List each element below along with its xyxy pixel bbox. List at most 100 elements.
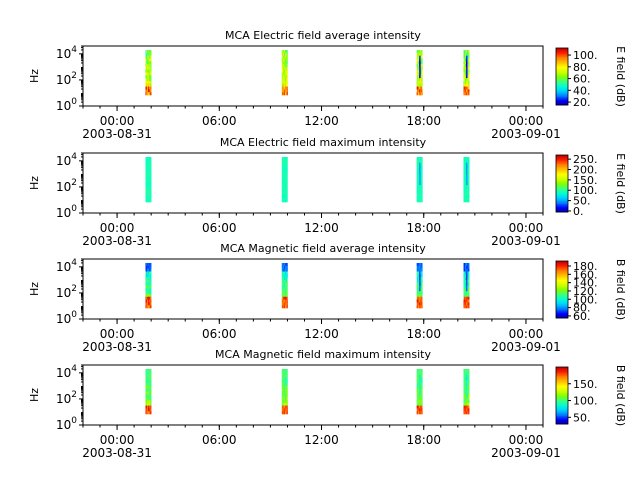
spectrogram-cell	[418, 397, 420, 401]
spectrogram-cell	[419, 369, 421, 373]
spectrogram-cell	[150, 377, 152, 381]
spectrogram-cell	[418, 171, 420, 175]
spectrogram-cell	[466, 271, 468, 275]
x-tick-label: 00:00	[100, 221, 135, 235]
spectrogram-cell	[418, 265, 420, 269]
colorbar-segment	[556, 394, 568, 396]
spectrogram-cell	[468, 408, 470, 412]
spectrogram-cell	[417, 291, 419, 295]
spectrogram-cell	[416, 408, 418, 412]
spectrogram-cell	[417, 263, 419, 267]
spectrogram-cell	[285, 50, 287, 54]
spectrogram-cell	[465, 61, 468, 65]
spectrogram-cell	[285, 173, 287, 177]
spectrogram-cell	[419, 274, 421, 278]
spectrogram-cell	[149, 50, 151, 54]
spectrogram-cell	[465, 296, 468, 300]
spectrogram-cell	[418, 80, 420, 85]
spectrogram-cell	[147, 299, 150, 303]
spectrogram-cell	[284, 66, 286, 70]
colorbar-segment	[556, 53, 568, 56]
data-interval-3	[416, 50, 423, 96]
spectrogram-cell	[284, 405, 286, 409]
spectrogram-cell	[417, 285, 419, 289]
spectrogram-cell	[150, 52, 152, 56]
data-interval-1	[145, 50, 152, 96]
spectrogram-cell	[421, 64, 423, 68]
x-tick-label: 00:00	[100, 114, 135, 128]
spectrogram-cell	[420, 277, 422, 281]
spectrogram-cell	[281, 173, 283, 177]
colorbar-segment	[556, 293, 568, 296]
spectrogram-cell	[421, 162, 423, 166]
spectrogram-cell	[465, 293, 468, 298]
spectrogram-cell	[465, 263, 468, 267]
spectrogram-cell	[419, 411, 421, 415]
spectrogram-cell	[416, 305, 418, 309]
spectrogram-cell	[467, 369, 469, 373]
colorbar-label: B field (dB)	[614, 259, 627, 320]
spectrogram-cell	[286, 173, 288, 177]
spectrogram-cell	[282, 58, 284, 62]
spectrogram-cell	[283, 159, 285, 163]
spectrogram-cell	[464, 86, 466, 90]
spectrogram-cell	[150, 182, 152, 186]
spectrogram-cell	[421, 402, 423, 406]
spectrogram-cell	[147, 86, 149, 90]
spectrogram-cell	[149, 263, 151, 267]
spectrogram-cell	[468, 380, 470, 384]
spectrogram-cell	[148, 50, 150, 54]
spectrogram-cell	[150, 162, 152, 166]
spectrogram-cell	[467, 377, 469, 381]
spectrogram-cell	[417, 89, 419, 93]
spectrogram-cell	[283, 302, 285, 306]
spectrogram-cell	[285, 380, 287, 384]
spectrogram-cell	[284, 64, 286, 68]
spectrogram-cell	[417, 265, 419, 269]
spectrogram-cell	[284, 408, 286, 412]
spectrogram-cell	[418, 405, 420, 409]
spectrogram-cell	[421, 92, 423, 96]
spectrogram-cell	[147, 168, 149, 172]
spectrogram-cell	[147, 61, 150, 65]
spectrogram-cell	[282, 185, 284, 189]
colorbar-segment	[556, 381, 568, 384]
spectrogram-cell	[463, 171, 465, 175]
spectrogram-cell	[286, 66, 288, 70]
spectrogram-cell	[145, 399, 147, 404]
spectrogram-cell	[464, 69, 466, 73]
spectrogram-cell	[281, 52, 283, 56]
spectrogram-cell	[465, 399, 468, 404]
spectrogram-cell	[285, 302, 287, 306]
spectrogram-cell	[147, 89, 149, 93]
spectrogram-cell	[421, 69, 423, 73]
spectrogram-cell	[150, 279, 152, 283]
spectrogram-cell	[463, 302, 465, 306]
spectrogram-cell	[150, 50, 152, 54]
spectrogram-cell	[286, 176, 288, 180]
spectrogram-cell	[465, 190, 467, 194]
spectrogram-cell	[147, 274, 149, 278]
spectrogram-cell	[286, 282, 288, 286]
colorbar-tick-label: 80.	[573, 61, 591, 74]
spectrogram-cell	[417, 380, 419, 384]
spectrogram-cell	[466, 394, 468, 398]
spectrogram-cell	[146, 80, 148, 85]
spectrogram-cell	[283, 55, 285, 59]
colorbar-segment	[556, 95, 568, 97]
spectrogram-cell	[147, 285, 149, 289]
spectrogram-cell	[146, 162, 148, 166]
colorbar-tick-label: 100.	[573, 49, 598, 62]
x-tick-label: 00:00	[509, 221, 544, 235]
spectrogram-cell	[149, 293, 151, 298]
spectrogram-cell	[465, 66, 468, 70]
spectrogram-cell	[145, 50, 147, 54]
spectrogram-cell	[281, 83, 283, 87]
spectrogram-cell	[283, 187, 285, 192]
spectrogram-cell	[145, 282, 147, 286]
spectrogram-cell	[285, 165, 287, 169]
spectrogram-cell	[417, 159, 419, 163]
spectrogram-cell	[281, 402, 283, 406]
spectrogram-cell	[420, 55, 422, 59]
spectrogram-cell	[282, 288, 284, 292]
